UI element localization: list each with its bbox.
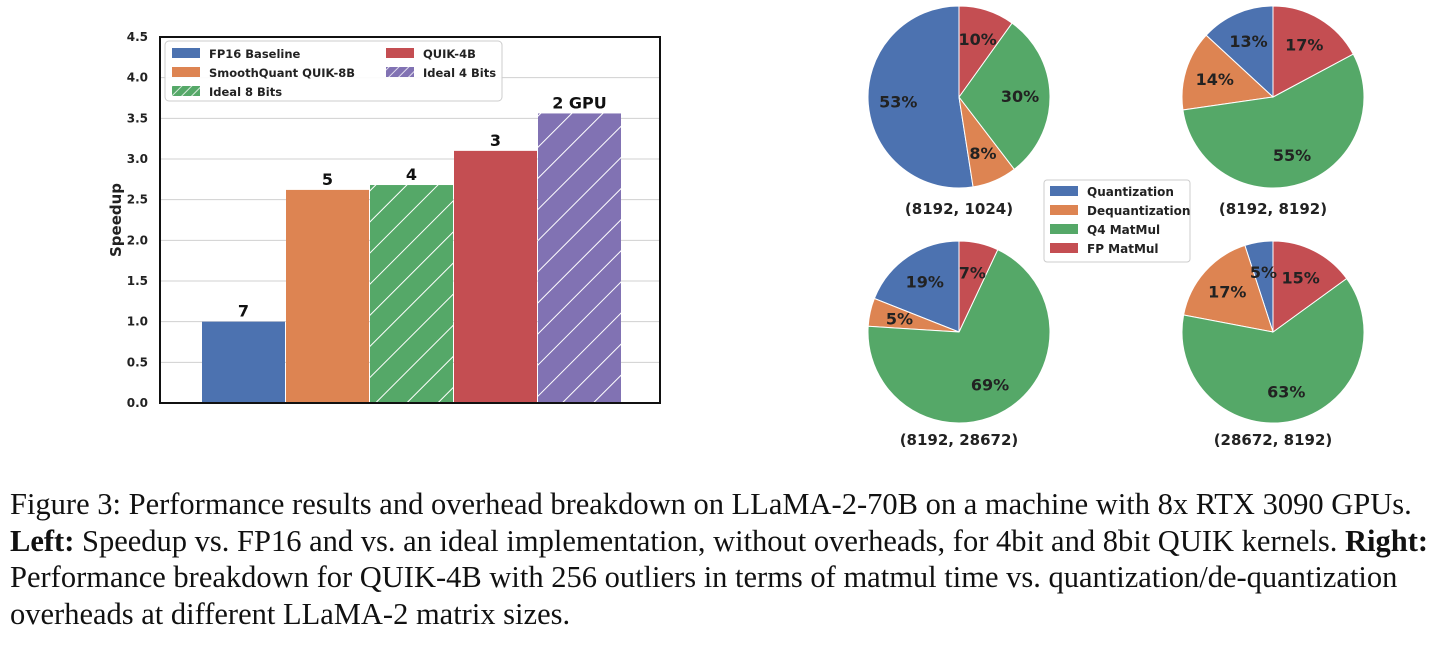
- pie-slice-label: 13%: [1229, 32, 1267, 51]
- legend-swatch: [386, 48, 414, 58]
- pie-slice: [1182, 53, 1365, 189]
- bar-data-label: 4: [406, 165, 417, 184]
- pie-chart: 13% 14% 55% 17% (8192, 8192): [1181, 5, 1365, 218]
- y-tick-label: 1.0: [127, 315, 148, 329]
- pie-slice-label: 10%: [959, 30, 997, 49]
- bar-data-label: 7: [238, 302, 249, 321]
- legend-swatch: [172, 48, 200, 58]
- figure-caption: Figure 3: Performance results and overhe…: [10, 486, 1450, 632]
- bar: [202, 321, 285, 403]
- pie-legend-label: FP MatMul: [1087, 242, 1159, 256]
- y-tick-label: 2.0: [127, 233, 148, 247]
- figure: 0.0 0.5 1.0 1.5 2.0 2.5 3.0 3.5 4.0 4.5 Speedup 7 5 4…: [107, 5, 1365, 449]
- pie-slice: [1181, 277, 1365, 424]
- pie-legend-label: Dequantization: [1087, 204, 1190, 218]
- legend-label: SmoothQuant QUIK-8B: [209, 66, 355, 80]
- bar: [454, 150, 537, 403]
- pie-legend-label: Q4 MatMul: [1087, 223, 1160, 237]
- pie-slice-label: 5%: [886, 310, 913, 329]
- pie-slice-label: 19%: [906, 273, 944, 292]
- y-tick-label: 3.5: [127, 111, 148, 125]
- y-tick-label: 0.0: [127, 396, 148, 410]
- bar-data-label: 5: [322, 170, 333, 189]
- plot-frame: [159, 36, 661, 404]
- y-tick-label: 4.5: [127, 30, 148, 44]
- pie-slice: [867, 248, 1051, 424]
- legend-swatch: [172, 86, 200, 96]
- caption-figure-label: Figure 3:: [10, 487, 121, 521]
- pie-slice: [1181, 34, 1275, 111]
- pie-title: (8192, 1024): [905, 200, 1013, 218]
- pie-slice-label: 53%: [879, 93, 917, 112]
- pie-slice: [1183, 244, 1274, 333]
- pie-legend-box: [1043, 179, 1191, 263]
- pie-chart: 53% 8% 30% 10% (8192, 1024): [867, 5, 1051, 218]
- pie-slice: [1272, 240, 1348, 333]
- caption-left-label: Left:: [10, 523, 75, 558]
- pie-slice: [873, 240, 960, 333]
- pie-legend-swatch: [1050, 224, 1078, 234]
- bar: [538, 113, 621, 403]
- pie-chart: 5%17% 63% 15% (28672, 8192): [1181, 240, 1365, 449]
- pie-slice: [958, 22, 1051, 170]
- pie-title: (8192, 8192): [1219, 200, 1327, 218]
- caption-text-left: Speedup vs. FP16 and vs. an ideal implem…: [81, 523, 1338, 558]
- y-axis-label: Speedup: [107, 183, 125, 257]
- legend-box: [164, 40, 503, 102]
- pie-slice-label: 30%: [1001, 87, 1039, 106]
- caption-text-intro: Performance results and overhead breakdo…: [128, 487, 1412, 521]
- pie-chart: 19% 5% 69% 7% (8192, 28672): [867, 240, 1051, 449]
- legend-label: FP16 Baseline: [209, 47, 301, 61]
- bar: [286, 189, 369, 403]
- legend-swatch: [172, 67, 200, 77]
- pie-slice-label: 5%: [1250, 263, 1277, 282]
- pie-legend-swatch: [1050, 205, 1078, 215]
- pie-slice: [1205, 5, 1274, 99]
- pie-slice: [1272, 5, 1354, 98]
- pie-slice: [958, 5, 1013, 99]
- pie-legend-swatch: [1050, 186, 1078, 196]
- bar-data-label: 2 GPU: [552, 93, 607, 112]
- y-tick-label: 3.0: [127, 152, 148, 166]
- legend-label: Ideal 4 Bits: [423, 66, 496, 80]
- caption-text-right: Performance breakdown for QUIK-4B with 2…: [10, 560, 1398, 631]
- pie-slice-label: 69%: [971, 375, 1009, 394]
- legend-label: QUIK-4B: [423, 47, 476, 61]
- y-tick-label: 4.0: [127, 71, 148, 85]
- legend-swatch: [386, 67, 414, 77]
- pie-slice-label: 8%: [969, 144, 996, 163]
- overhead-pie-charts: 53% 8% 30% 10% (8192, 1024) 13% 14% 55% 17% (8192…: [867, 5, 1365, 449]
- pie-slice-label: 7%: [959, 263, 986, 282]
- bar-data-label: 3: [490, 131, 501, 150]
- y-tick-label: 1.5: [127, 274, 148, 288]
- y-tick-label: 2.5: [127, 193, 148, 207]
- y-tick-label: 0.5: [127, 355, 148, 369]
- legend-label: Ideal 8 Bits: [209, 85, 282, 99]
- pie-slice-label: 63%: [1267, 383, 1305, 402]
- pie-slice-label: 15%: [1282, 269, 1320, 288]
- pie-legend-label: Quantization: [1087, 185, 1174, 199]
- pie-slice-label: 17%: [1208, 283, 1246, 302]
- pie-legend-swatch: [1050, 243, 1078, 253]
- pie-slice-label: 17%: [1285, 36, 1323, 55]
- pie-slice: [958, 240, 999, 333]
- caption-right-label: Right:: [1344, 523, 1429, 558]
- pie-slice-label: 55%: [1273, 146, 1311, 165]
- pie-title: (28672, 8192): [1214, 431, 1333, 449]
- pie-slice-label: 14%: [1196, 70, 1234, 89]
- bar: [370, 185, 453, 403]
- pie-title: (8192, 28672): [900, 431, 1019, 449]
- speedup-bar-chart: 0.0 0.5 1.0 1.5 2.0 2.5 3.0 3.5 4.0 4.5 Speedup 7 5 4…: [107, 30, 661, 410]
- pie-slice: [867, 5, 974, 189]
